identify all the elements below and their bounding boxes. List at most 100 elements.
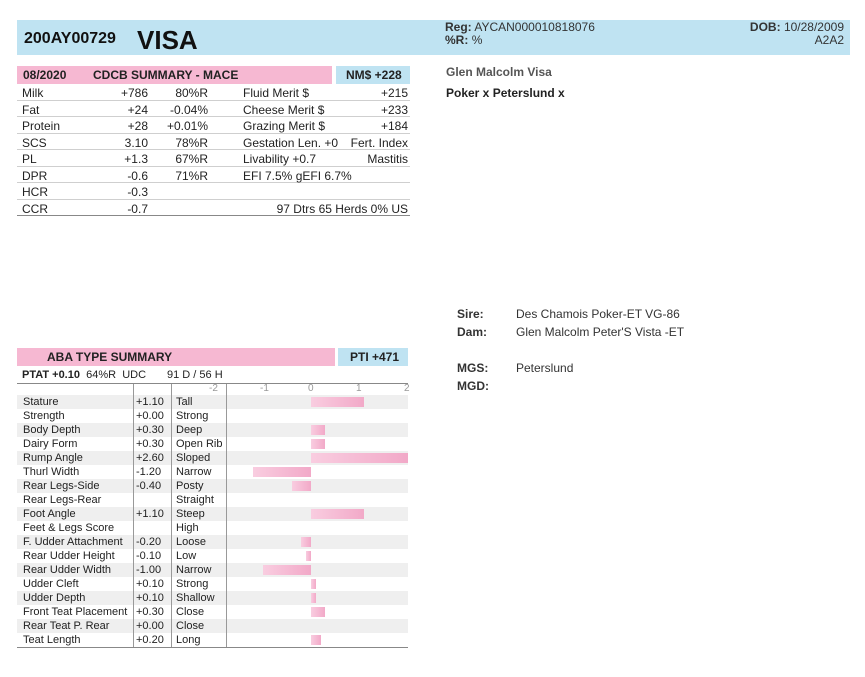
trait-value: +0.30	[136, 438, 164, 450]
net-merit: NM$ +228	[336, 66, 410, 84]
aba-title: ABA TYPE SUMMARY	[17, 348, 335, 366]
trait-bar	[263, 565, 311, 575]
merit-label: Livability +0.7	[243, 152, 317, 166]
merit-label: Fluid Merit $	[243, 86, 310, 100]
trait-name: Rear Udder Width	[23, 564, 112, 576]
trait-name: Udder Depth	[23, 592, 86, 604]
trait-name: Dairy Form	[23, 438, 78, 450]
trait-label: Milk	[22, 86, 44, 100]
type-trait-row: Foot Angle +1.10 Steep	[17, 507, 408, 521]
trait-bar	[291, 481, 311, 491]
trait-value: +786	[120, 86, 148, 100]
sire-value: Des Chamois Poker-ET VG-86	[516, 307, 680, 321]
type-trait-row: Rump Angle +2.60 Sloped	[17, 451, 408, 465]
cdcb-row: PL +1.3 67%R Livability +0.7 Mastitis	[17, 150, 410, 167]
trait-descriptor: Narrow	[176, 564, 212, 576]
trait-value: +0.10	[136, 578, 164, 590]
merit-value: +233	[380, 102, 408, 117]
merit-label: Gestation Len. +0	[243, 135, 339, 150]
trait-bar	[311, 439, 326, 449]
cdcb-summary-bar: 08/2020 CDCB SUMMARY - MACE NM$ +228	[17, 66, 410, 84]
trait-value: +2.60	[136, 452, 164, 464]
trait-name: Front Teat Placement	[23, 606, 128, 618]
merit-label: Grazing Merit $	[243, 119, 326, 133]
trait-bar	[311, 579, 316, 589]
ptat-source: UDC	[122, 369, 147, 381]
trait-label: SCS	[22, 135, 47, 150]
trait-bar	[311, 453, 408, 463]
pti-value: PTI +471	[338, 348, 408, 366]
trait-descriptor: Strong	[176, 578, 209, 590]
type-trait-chart: -2 -1 0 1 2 Stature +1.10 Tall Strength +0.00 Stro…	[17, 383, 410, 648]
trait-bar	[311, 397, 364, 407]
trait-value: +0.30	[136, 606, 164, 618]
trait-value: +1.3	[124, 152, 148, 166]
type-trait-row: Front Teat Placement +0.30 Close	[17, 605, 408, 619]
trait-name: Strength	[23, 410, 65, 422]
type-trait-row: Udder Cleft +0.10 Strong	[17, 577, 408, 591]
trait-name: Thurl Width	[23, 466, 80, 478]
trait-name: Body Depth	[23, 424, 81, 436]
animal-name: VISA	[137, 25, 198, 55]
type-trait-row: Stature +1.10 Tall	[17, 395, 408, 409]
animal-id: 200AY00729	[24, 30, 116, 47]
trait-reliability: 67%R	[175, 152, 208, 166]
merit-value: Fert. Index	[350, 135, 408, 150]
sire-label: Sire:	[457, 307, 484, 321]
trait-value: -0.20	[136, 536, 162, 548]
trait-descriptor: Close	[176, 620, 205, 632]
dob-label: DOB:	[749, 20, 781, 34]
trait-value: -0.7	[127, 201, 148, 216]
r-value: %	[471, 33, 483, 47]
type-trait-row: Rear Udder Height -0.10 Low	[17, 549, 408, 563]
scale-tick-label: 2	[404, 383, 410, 394]
trait-name: Rear Legs-Rear	[23, 494, 102, 506]
trait-value: 3.10	[124, 135, 148, 150]
trait-label: PL	[22, 152, 37, 166]
type-trait-row: Udder Depth +0.10 Shallow	[17, 591, 408, 605]
trait-descriptor: High	[176, 522, 199, 534]
ptat-value: PTAT +0.10	[22, 369, 80, 381]
registration-block: Reg: AYCAN000010818076 %R: %	[445, 21, 595, 47]
scale-tick-label: 1	[356, 383, 362, 394]
trait-reliability: 71%R	[175, 168, 208, 183]
trait-value: -0.10	[136, 550, 162, 562]
trait-name: Rear Teat P. Rear	[23, 620, 110, 632]
trait-value: -1.00	[136, 564, 162, 576]
type-trait-row: Body Depth +0.30 Deep	[17, 423, 408, 437]
trait-value: -1.20	[136, 466, 162, 478]
dob-block: DOB: 10/28/2009 A2A2	[750, 21, 844, 47]
type-trait-row: Rear Udder Width -1.00 Narrow	[17, 563, 408, 577]
scale-tick-label: 0	[308, 383, 314, 394]
reg-value: AYCAN000010818076	[474, 20, 595, 34]
type-trait-row: Teat Length +0.20 Long	[17, 633, 408, 647]
dam-value: Glen Malcolm Peter'S Vista -ET	[516, 325, 685, 339]
merit-value: 97 Dtrs 65 Herds 0% US	[276, 201, 408, 216]
trait-bar	[306, 551, 311, 561]
trait-name: Udder Cleft	[23, 578, 79, 590]
dob-value: 10/28/2009	[783, 20, 844, 34]
trait-value: +0.00	[136, 620, 164, 632]
cdcb-date: 08/2020	[17, 66, 85, 84]
trait-descriptor: Deep	[176, 424, 203, 436]
trait-bar	[311, 593, 316, 603]
type-trait-row: Thurl Width -1.20 Narrow	[17, 465, 408, 479]
trait-value: -0.3	[127, 185, 148, 199]
cdcb-row: DPR -0.6 71%R EFI 7.5% gEFI 6.7%	[17, 167, 410, 183]
trait-value: +0.30	[136, 424, 164, 436]
trait-value: +0.20	[136, 634, 164, 646]
type-trait-row: Rear Legs-Rear Straight	[17, 493, 408, 507]
trait-name: Stature	[23, 396, 59, 408]
genotype: A2A2	[814, 33, 844, 47]
trait-label: CCR	[22, 201, 48, 216]
trait-label: DPR	[22, 168, 48, 183]
dam-label: Dam:	[457, 325, 488, 339]
trait-value: +0.00	[136, 410, 164, 422]
type-trait-row: Dairy Form +0.30 Open Rib	[17, 437, 408, 451]
trait-descriptor: Open Rib	[176, 438, 223, 450]
trait-descriptor: Steep	[176, 508, 205, 520]
trait-name: Rear Udder Height	[23, 550, 115, 562]
ptat-reliability: 64%R	[86, 369, 117, 381]
trait-descriptor: Narrow	[176, 466, 212, 478]
trait-value: +1.10	[136, 508, 164, 520]
